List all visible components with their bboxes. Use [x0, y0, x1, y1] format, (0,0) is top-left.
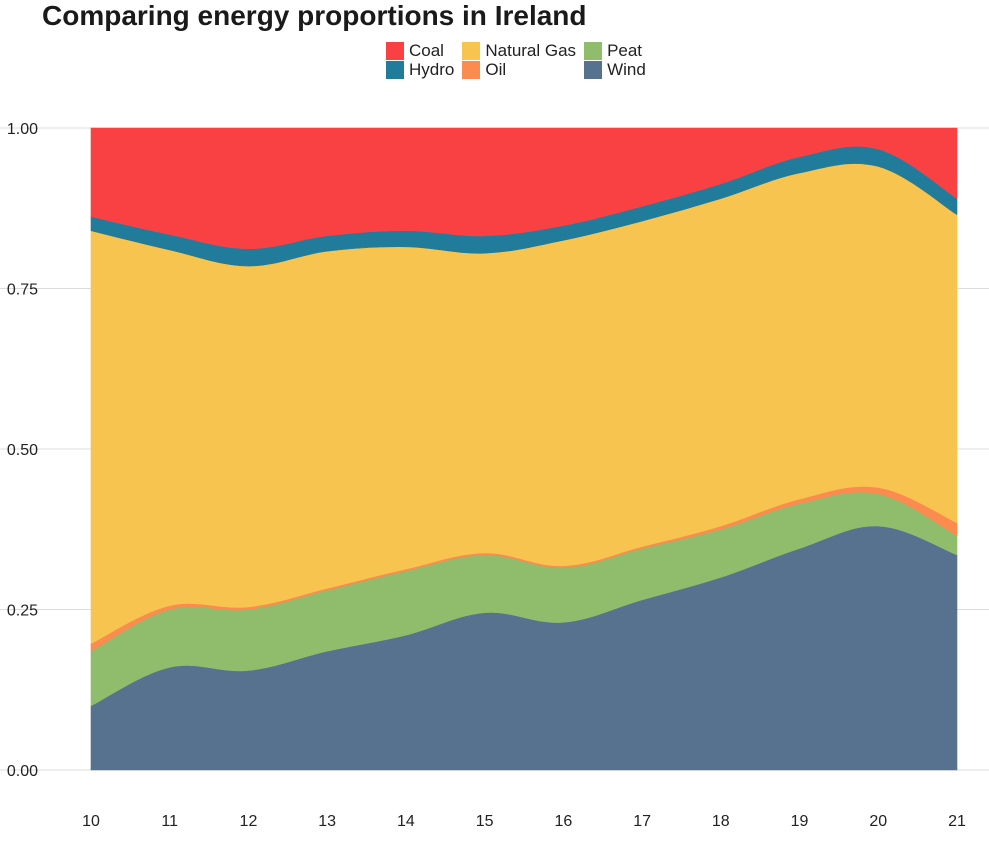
x-tick-label: 14 — [397, 813, 415, 830]
x-tick-label: 10 — [82, 813, 100, 830]
areas — [90, 127, 958, 771]
legend-label-natural-gas: Natural Gas — [485, 40, 577, 60]
legend-item-natural-gas: Natural Gas — [462, 41, 576, 60]
legend-key-peat — [584, 41, 603, 60]
legend-item-peat: Peat — [584, 41, 646, 60]
legend-label-hydro: Hydro — [409, 59, 455, 79]
x-tick-label: 17 — [633, 813, 651, 830]
x-tick-label: 16 — [554, 813, 572, 830]
legend-item-coal: Coal — [386, 41, 454, 60]
area-coal — [90, 127, 958, 249]
legend-key-wind — [584, 60, 603, 79]
y-tick-label: 0.75 — [7, 282, 38, 299]
legend-label-peat: Peat — [607, 40, 643, 60]
legend-item-wind: Wind — [584, 60, 646, 79]
y-tick-label: 0.50 — [7, 442, 38, 459]
legend: Coal Natural Gas Peat Hydro Oil Wind — [386, 41, 646, 79]
legend-label-coal: Coal — [409, 40, 444, 60]
legend-label-wind: Wind — [607, 59, 646, 79]
legend-label-oil: Oil — [485, 59, 507, 79]
y-tick-label: 1.00 — [7, 121, 38, 138]
legend-key-natural-gas — [462, 41, 481, 60]
y-tick-label: 0.00 — [7, 763, 38, 780]
x-tick-label: 15 — [476, 813, 494, 830]
x-tick-label: 11 — [161, 813, 178, 830]
legend-item-hydro: Hydro — [386, 60, 454, 79]
x-tick-label: 18 — [712, 813, 730, 830]
x-tick-label: 13 — [318, 813, 336, 830]
chart-title: Comparing energy proportions in Ireland — [42, 0, 587, 31]
legend-item-oil: Oil — [462, 60, 576, 79]
legend-key-coal — [386, 41, 404, 60]
x-tick-label: 21 — [948, 813, 966, 830]
y-tick-label: 0.25 — [7, 603, 38, 620]
legend-key-oil — [462, 60, 481, 79]
legend-key-hydro — [386, 60, 404, 79]
x-tick-label: 19 — [791, 813, 809, 830]
x-tick-label: 12 — [240, 813, 258, 830]
x-tick-label: 20 — [869, 813, 887, 830]
